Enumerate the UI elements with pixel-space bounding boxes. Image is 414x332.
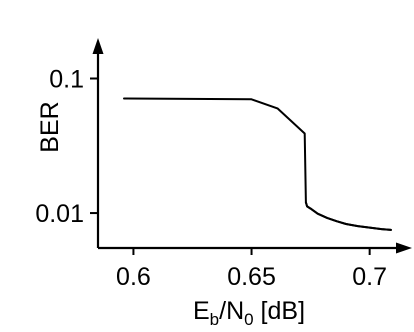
y-tick-label: 0.01 xyxy=(35,200,84,228)
y-axis-arrowhead xyxy=(92,38,104,54)
x-axis-label-e: E xyxy=(193,297,210,325)
series-group xyxy=(123,97,392,231)
ticks: 0.6 0.65 0.7 0.1 0.01 xyxy=(35,66,387,291)
x-axis-label-b-subscript: b xyxy=(210,310,219,329)
y-tick-label: 0.1 xyxy=(49,66,84,94)
ber-curve xyxy=(123,97,392,231)
x-axis-label-slash-n: /N xyxy=(219,297,244,325)
axes xyxy=(92,38,412,254)
x-tick-label: 0.7 xyxy=(352,263,387,291)
x-axis-label-unit: [dB] xyxy=(254,297,305,325)
x-axis-arrowhead xyxy=(396,242,412,254)
ber-curve-tail xyxy=(304,201,392,231)
x-axis-label-zero-subscript: 0 xyxy=(244,310,253,329)
x-tick-label: 0.6 xyxy=(116,263,151,291)
x-tick-label: 0.65 xyxy=(227,263,276,291)
x-axis-label: Eb/N0 [dB] xyxy=(193,297,305,329)
y-axis-label: BER xyxy=(36,101,64,152)
